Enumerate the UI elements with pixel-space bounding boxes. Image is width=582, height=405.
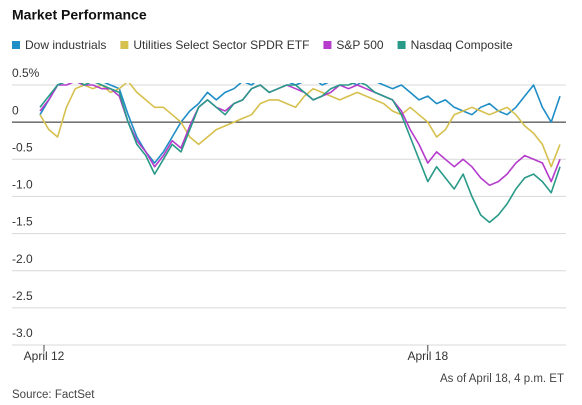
chart-title: Market Performance: [12, 7, 147, 23]
y-tick-label: -2.0: [12, 252, 33, 266]
legend-label: Dow industrials: [25, 38, 106, 52]
plot-area: [39, 83, 561, 224]
source: Source: FactSet: [12, 389, 95, 401]
x-tick-label: April 18: [407, 349, 448, 363]
y-tick-label: -0.5: [12, 140, 33, 154]
as-of-note: As of April 18, 4 p.m. ET: [440, 373, 564, 385]
y-tick-label: 0.5%: [12, 66, 40, 80]
y-tick-label: -1.5: [12, 215, 33, 229]
legend-swatch: [323, 41, 332, 49]
series-line: [39, 83, 561, 164]
legend-label: S&P 500: [336, 38, 383, 52]
y-tick-label: 0: [12, 103, 19, 117]
legend-label: Utilities Select Sector SPDR ETF: [133, 38, 309, 52]
legend-swatch: [397, 41, 406, 49]
legend-label: Nasdaq Composite: [411, 38, 513, 52]
x-tick-label: April 12: [24, 349, 65, 363]
series-line: [39, 83, 561, 187]
legend-swatch: [12, 41, 20, 49]
legend-swatch: [120, 41, 129, 49]
series-line: [39, 83, 561, 168]
series-line: [39, 83, 561, 224]
y-tick-label: -2.5: [12, 289, 33, 303]
y-tick-label: -1.0: [12, 178, 33, 192]
y-tick-label: -3.0: [12, 326, 33, 340]
